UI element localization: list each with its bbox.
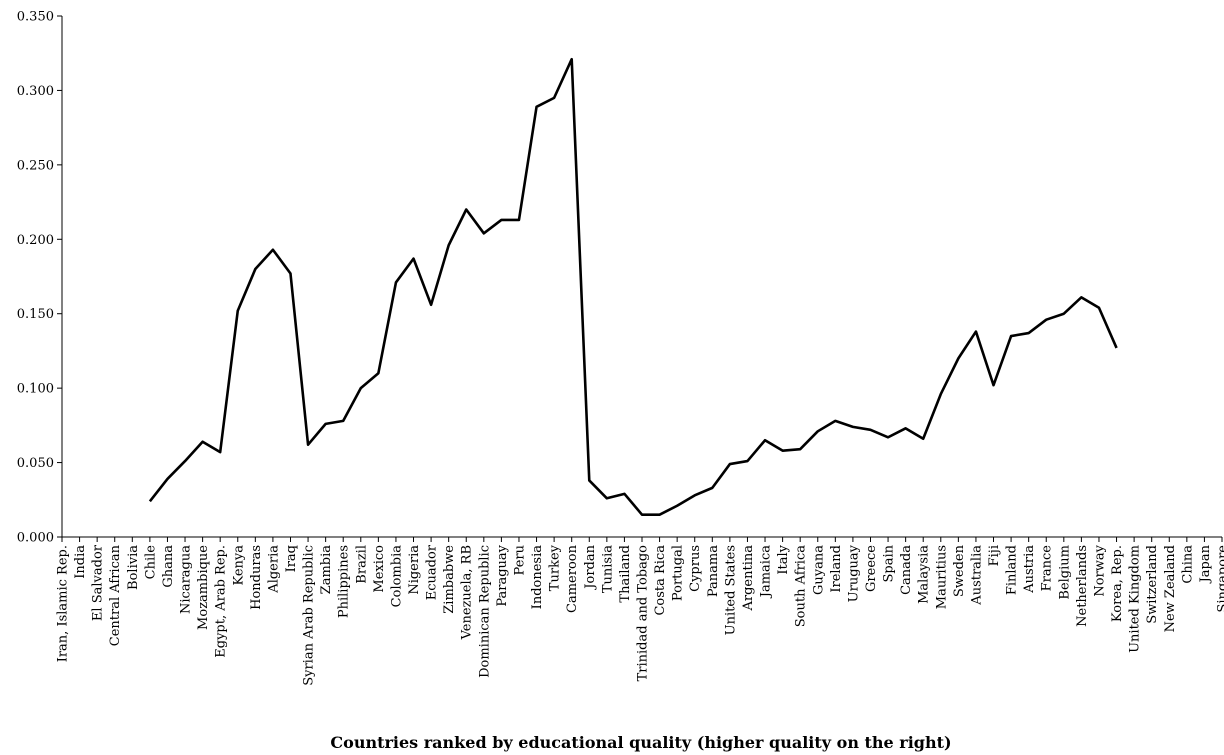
- x-category-label: Colombia: [389, 545, 404, 608]
- x-category-label: Ireland: [829, 545, 844, 593]
- x-category-label: Korea, Rep.: [1110, 545, 1125, 622]
- x-category-label: El Salvador: [91, 544, 106, 621]
- x-category-label: Venezuela, RB: [460, 545, 475, 640]
- x-category-label: Zambia: [319, 545, 334, 595]
- series-line-0: [148, 57, 1118, 516]
- x-category-label: Singapore: [1216, 545, 1224, 613]
- x-category-label: Tunisia: [600, 545, 615, 593]
- x-category-label: New Zealand: [1163, 545, 1178, 632]
- x-category-label: Cameroon: [565, 544, 580, 613]
- x-category-label: South Africa: [794, 545, 809, 627]
- y-tick-label: 0.050: [17, 456, 54, 471]
- x-category-label: Peru: [512, 545, 527, 575]
- x-category-label: Cyprus: [688, 545, 703, 592]
- x-category-label: Italy: [776, 544, 791, 574]
- y-tick-label: 0.000: [17, 531, 54, 546]
- x-category-label: United Kingdom: [1128, 545, 1143, 653]
- x-category-label: Costa Rica: [653, 545, 668, 616]
- x-category-label: Iran, Islamic Rep.: [56, 545, 71, 662]
- x-category-label: Zimbabwe: [442, 545, 457, 614]
- x-category-label: Belgium: [1057, 545, 1072, 600]
- x-axis: Iran, Islamic Rep. India El Salvador Centra…: [56, 536, 1224, 686]
- x-category-label: United States: [723, 545, 738, 635]
- x-axis-title: Countries ranked by educational quality …: [330, 733, 951, 752]
- x-category-label: Brazil: [354, 545, 369, 584]
- x-category-label: Canada: [899, 545, 914, 595]
- x-category-label: Netherlands: [1075, 545, 1090, 627]
- x-category-label: Central African: [108, 544, 123, 646]
- x-category-label: Uruguay: [846, 544, 861, 602]
- x-category-label: Norway: [1092, 544, 1107, 596]
- y-tick-label: 0.350: [17, 10, 54, 25]
- x-category-label: Nigeria: [407, 545, 422, 595]
- y-tick-label: 0.200: [17, 233, 54, 248]
- x-category-label: Japan: [1198, 544, 1213, 584]
- x-category-label: Malaysia: [917, 545, 932, 604]
- x-category-label: Mexico: [372, 545, 387, 593]
- x-category-label: Algeria: [266, 545, 281, 594]
- y-axis: 0.000 0.050 0.100 0.150 0.200 0.250 0.300 0.350: [17, 10, 63, 546]
- x-category-label: Mozambique: [196, 545, 211, 630]
- y-tick-label: 0.100: [17, 382, 54, 397]
- x-category-label: Philippines: [337, 545, 352, 618]
- x-category-label: Australia: [969, 545, 984, 606]
- x-category-label: Jordan: [583, 544, 598, 590]
- x-category-label: Greece: [864, 545, 879, 592]
- x-category-label: Indonesia: [530, 545, 545, 610]
- series-layer: [148, 57, 1118, 516]
- x-category-label: France: [1040, 545, 1055, 592]
- x-category-label: Syrian Arab Republic: [302, 545, 317, 686]
- x-category-label: Guyana: [811, 545, 826, 595]
- x-category-label: Sweden: [952, 544, 967, 597]
- x-category-label: Ghana: [161, 545, 176, 588]
- x-category-label: Austria: [1022, 545, 1037, 594]
- x-category-label: Honduras: [249, 545, 264, 610]
- x-category-label: India: [73, 545, 88, 579]
- x-category-label: Switzerland: [1145, 545, 1160, 624]
- y-tick-label: 0.150: [17, 307, 54, 322]
- x-category-label: Portugal: [671, 545, 686, 601]
- x-category-label: Bolivia: [126, 545, 141, 590]
- x-category-label: Jamaica: [759, 545, 774, 599]
- x-category-label: Ecuador: [425, 544, 440, 600]
- x-category-label: Trinidad and Tobago: [636, 545, 651, 682]
- x-category-label: Kenya: [231, 545, 246, 586]
- x-category-label: Iraq: [284, 545, 299, 572]
- x-category-label: Mauritius: [934, 545, 949, 609]
- x-category-label: Thailand: [618, 545, 633, 603]
- y-tick-label: 0.300: [17, 84, 54, 99]
- x-category-label: Spain: [882, 544, 897, 582]
- x-category-label: Argentina: [741, 545, 756, 612]
- x-category-label: China: [1180, 545, 1195, 584]
- x-category-label: Panama: [706, 545, 721, 597]
- x-category-label: Fiji: [987, 545, 1002, 566]
- x-category-label: Chile: [143, 545, 158, 580]
- x-category-label: Egypt, Arab Rep.: [214, 545, 229, 658]
- x-category-label: Turkey: [548, 544, 563, 591]
- x-category-label: Paraguay: [495, 544, 510, 606]
- x-category-label: Dominican Republic: [477, 545, 492, 678]
- y-tick-label: 0.250: [17, 158, 54, 173]
- x-category-label: Finland: [1005, 545, 1020, 595]
- x-category-label: Nicaragua: [179, 545, 194, 614]
